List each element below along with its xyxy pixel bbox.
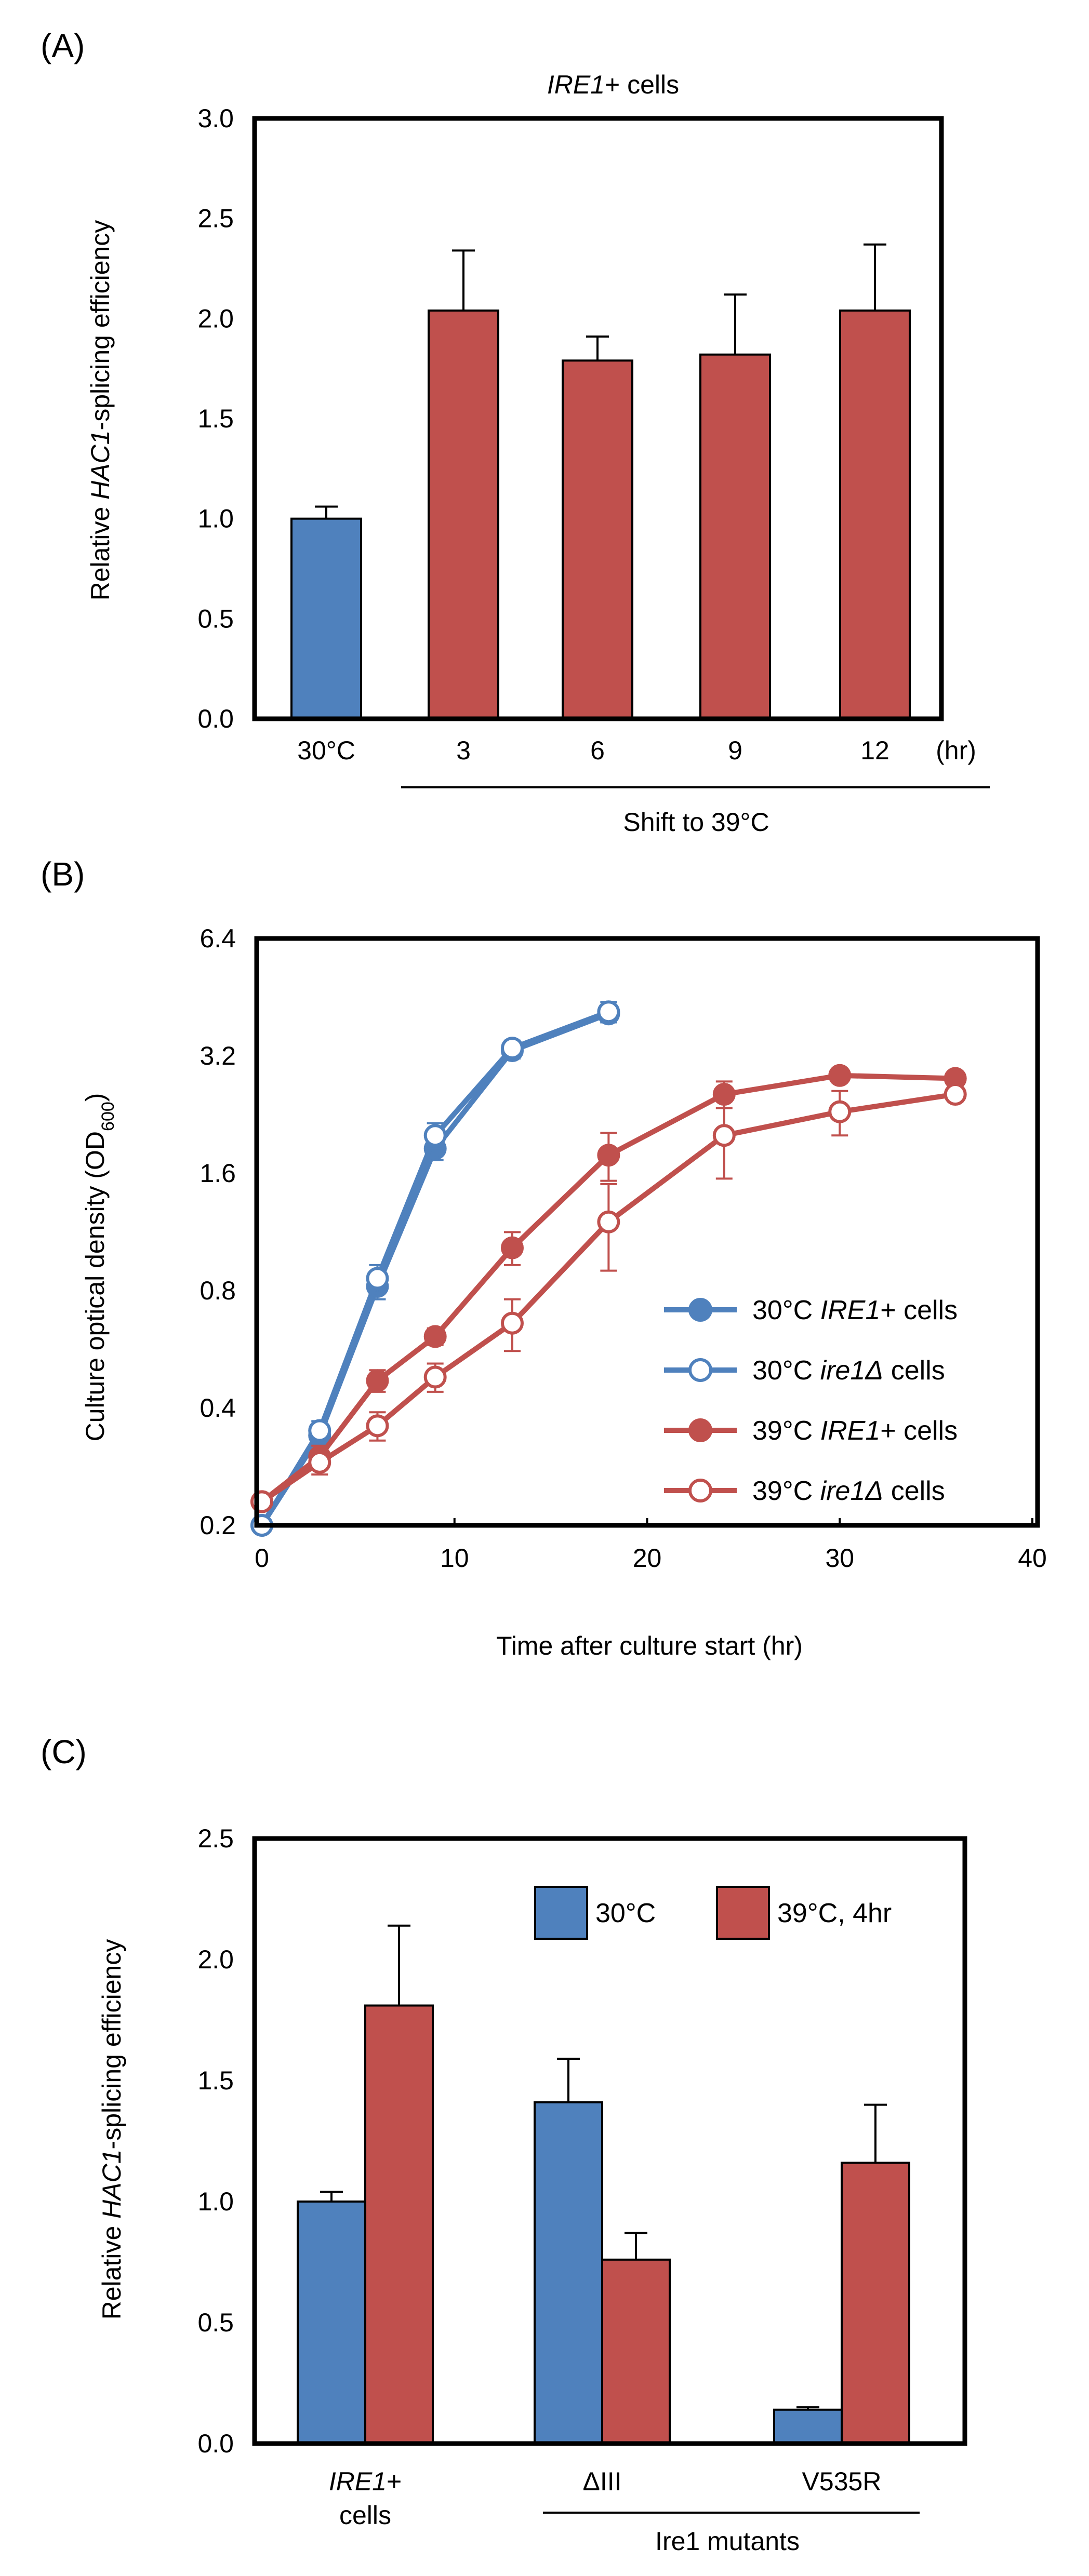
panel-a-title: IRE1+ cells <box>547 70 679 99</box>
panel-a-bar <box>839 309 911 720</box>
panel-b-label: (B) <box>41 855 85 893</box>
panel-a-x-unit: (hr) <box>936 736 976 765</box>
panel-b-data-point <box>597 1210 620 1233</box>
panel-c-legend-label: 39°C, 4hr <box>777 1898 892 1928</box>
panel-b-y-tick-label: 0.2 <box>200 1511 236 1540</box>
panel-c-legend-label: 30°C <box>595 1898 656 1928</box>
panel-b-data-point <box>308 1451 331 1474</box>
panel-b-data-point <box>712 1124 736 1147</box>
panel-b-y-tick-label: 0.4 <box>200 1393 236 1423</box>
panel-c-y-tick-label: 1.0 <box>197 2187 234 2216</box>
panel-a-x-tick-label: 6 <box>590 736 605 765</box>
panel-b-legend-marker <box>688 1479 712 1502</box>
panel-a-group-label: Shift to 39°C <box>623 808 769 837</box>
panel-a-y-tick-label: 0.5 <box>197 604 234 633</box>
panel-b-x-tick-label: 30 <box>825 1544 854 1573</box>
panel-b-data-point <box>308 1419 331 1442</box>
panel-b-data-point <box>597 1144 620 1167</box>
panel-b-data-point <box>500 1037 524 1060</box>
panel-b-x-axis-label: Time after culture start (hr) <box>496 1631 803 1660</box>
panel-a-y-tick-label: 2.0 <box>197 304 234 333</box>
panel-b-x-tick-label: 0 <box>255 1544 269 1573</box>
panel-c-x-label-v535r: V535R <box>802 2467 882 2496</box>
panel-c-y-tick-label: 0.5 <box>197 2308 234 2337</box>
panel-b-data-point <box>828 1064 852 1087</box>
panel-b-y-axis-label: Culture optical density (OD600) <box>81 1093 118 1442</box>
panel-b-y-tick-label: 6.4 <box>200 924 236 953</box>
panel-c-plot-frame <box>252 1836 967 2446</box>
panel-b-y-tick-label: 0.8 <box>200 1276 236 1305</box>
panel-b-series-line <box>259 1009 610 1527</box>
panel-b-x-tick-label: 40 <box>1018 1544 1047 1573</box>
panel-b-legend-label: 39°C ire1Δ cells <box>752 1476 945 1506</box>
panel-a-y-tick-label: 1.5 <box>197 404 234 433</box>
panel-c-legend-swatch <box>534 1886 588 1940</box>
panel-c-x-label-delta-iii: ΔIII <box>582 2467 621 2496</box>
panel-b-legend-label: 30°C IRE1+ cells <box>752 1295 958 1325</box>
panel-b-data-point <box>944 1083 967 1106</box>
panel-c-bar <box>773 2408 843 2445</box>
panel-a-x-tick-label: 9 <box>728 736 742 765</box>
panel-b-x-tick-label: 20 <box>633 1544 662 1573</box>
panel-c-legend-swatch <box>716 1886 770 1940</box>
panel-b-legend-marker <box>688 1298 712 1322</box>
panel-a-y-tick-label: 1.0 <box>197 504 234 533</box>
panel-b-legend-label: 30°C ire1Δ cells <box>752 1356 945 1386</box>
panel-b-x-tick-label: 10 <box>440 1544 469 1573</box>
panel-c-y-tick-label: 2.0 <box>197 1945 234 1974</box>
panel-b-data-point <box>423 1325 447 1348</box>
panel-b-data-point <box>366 1414 389 1438</box>
panel-a-y-tick-label: 0.0 <box>197 704 234 733</box>
panel-b-data-point <box>423 1124 447 1147</box>
panel-b-legend-label: 39°C IRE1+ cells <box>752 1416 958 1446</box>
panel-a-x-tick-label: 3 <box>456 736 471 765</box>
panel-a-bar <box>290 517 362 720</box>
panel-a-y-axis-label: Relative HAC1-splicing efficiency <box>86 220 115 601</box>
panel-b-legend-marker <box>688 1418 712 1442</box>
panel-c-bar <box>841 2162 910 2445</box>
panel-c-y-tick-label: 2.5 <box>197 1824 234 1853</box>
panel-c-x-label-ire1-line2: cells <box>339 2501 391 2530</box>
panel-c-bar <box>364 2004 434 2445</box>
panel-b-data-point <box>597 1000 620 1024</box>
panel-c-group-label: Ire1 mutants <box>655 2527 800 2556</box>
panel-b-y-tick-label: 1.6 <box>200 1159 236 1188</box>
panel-a-label: (A) <box>41 27 85 64</box>
panel-b-legend: 30°C IRE1+ cells 30°C ire1Δ cells 39°C IRE… <box>664 1295 958 1506</box>
panel-c-legend: 30°C 39°C, 4hr <box>534 1886 892 1940</box>
panel-b-data-point <box>500 1311 524 1335</box>
panel-b-data-point <box>828 1100 852 1123</box>
panel-a-bar <box>699 353 771 720</box>
panel-b-data-point <box>366 1267 389 1290</box>
panel-c-y-tick-label: 0.0 <box>197 2429 234 2458</box>
panel-a-x-tick-label: 30°C <box>297 736 355 765</box>
panel-a-y-tick-label: 2.5 <box>197 204 234 233</box>
panel-a-y-tick-label: 3.0 <box>197 104 234 133</box>
panel-c: (C) Relative HAC1-splicing efficiency 0.… <box>41 1733 967 2556</box>
panel-c-bar <box>297 2201 366 2445</box>
panel-a-x-tick-label: 12 <box>860 736 889 765</box>
panel-b: (B) Culture optical density (OD600) 0.2 0… <box>41 855 1047 1660</box>
panel-c-y-tick-label: 1.5 <box>197 2066 234 2095</box>
panel-c-bar <box>601 2258 671 2445</box>
panel-c-y-axis-label: Relative HAC1-splicing efficiency <box>97 1939 126 2320</box>
panel-c-x-label-ire1: IRE1+ <box>329 2467 402 2496</box>
panel-a-bar <box>428 309 499 720</box>
panel-b-y-tick-label: 3.2 <box>200 1041 236 1070</box>
panel-c-bar <box>534 2101 603 2445</box>
panel-a: (A) IRE1+ cells Relative HAC1-splicing e… <box>41 27 990 837</box>
panel-b-legend-marker <box>688 1358 712 1382</box>
panel-a-plot-frame <box>252 116 944 721</box>
panel-c-label: (C) <box>41 1733 87 1770</box>
panel-b-data-point <box>500 1236 524 1259</box>
panel-a-bar <box>562 359 633 720</box>
panel-b-plot-frame <box>254 936 1040 1528</box>
panel-b-data-point <box>366 1369 389 1392</box>
panel-b-data-point <box>423 1365 447 1389</box>
